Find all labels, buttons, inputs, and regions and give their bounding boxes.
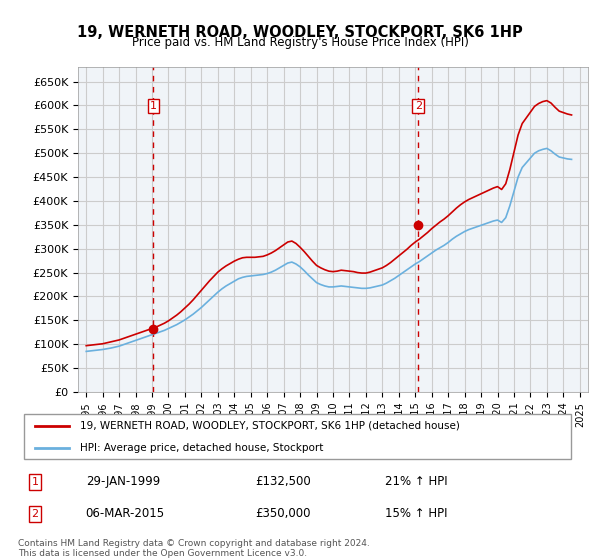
Text: HPI: Average price, detached house, Stockport: HPI: Average price, detached house, Stoc… — [80, 443, 323, 453]
Text: Price paid vs. HM Land Registry's House Price Index (HPI): Price paid vs. HM Land Registry's House … — [131, 36, 469, 49]
Text: 29-JAN-1999: 29-JAN-1999 — [86, 475, 160, 488]
Text: 19, WERNETH ROAD, WOODLEY, STOCKPORT, SK6 1HP (detached house): 19, WERNETH ROAD, WOODLEY, STOCKPORT, SK… — [80, 421, 460, 431]
Text: 2: 2 — [31, 509, 38, 519]
Text: 21% ↑ HPI: 21% ↑ HPI — [385, 475, 447, 488]
Text: £350,000: £350,000 — [255, 507, 310, 520]
Text: 19, WERNETH ROAD, WOODLEY, STOCKPORT, SK6 1HP: 19, WERNETH ROAD, WOODLEY, STOCKPORT, SK… — [77, 25, 523, 40]
Text: £132,500: £132,500 — [255, 475, 311, 488]
Text: 06-MAR-2015: 06-MAR-2015 — [86, 507, 165, 520]
Text: Contains HM Land Registry data © Crown copyright and database right 2024.
This d: Contains HM Land Registry data © Crown c… — [18, 539, 370, 558]
Text: 1: 1 — [31, 477, 38, 487]
FancyBboxPatch shape — [23, 414, 571, 459]
Text: 2: 2 — [415, 101, 422, 111]
Text: 15% ↑ HPI: 15% ↑ HPI — [385, 507, 447, 520]
Text: 1: 1 — [150, 101, 157, 111]
